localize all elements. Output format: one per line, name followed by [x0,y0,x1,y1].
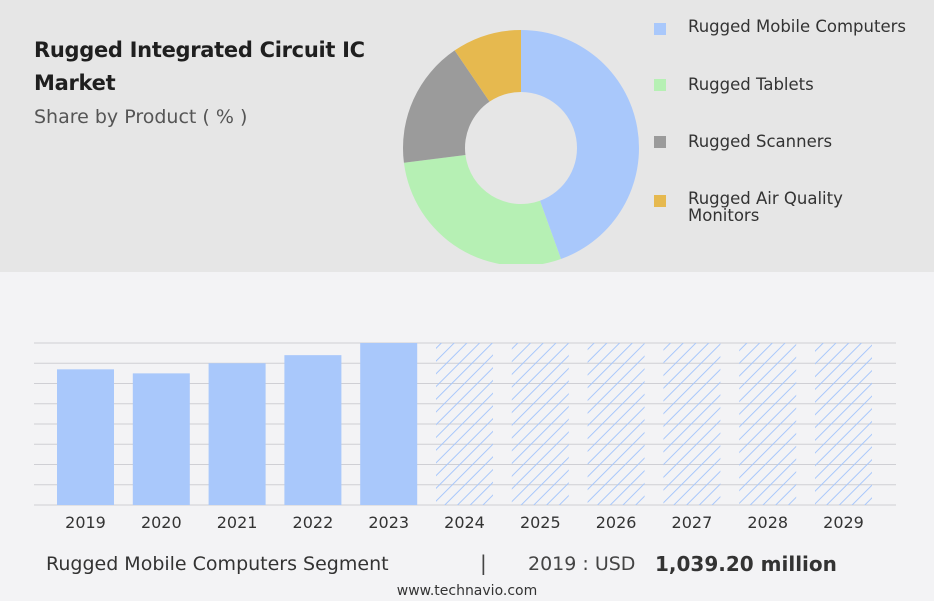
chart-title: Rugged Integrated Circuit IC Market [34,38,365,95]
x-tick-label: 2027 [672,513,713,532]
x-tick-label: 2022 [293,513,334,532]
legend-swatch [654,79,666,91]
x-tick-label: 2026 [596,513,637,532]
bar-forecast-2027[interactable] [663,343,721,505]
x-tick-label: 2024 [444,513,485,532]
x-tick-label: 2029 [823,513,864,532]
legend-swatch [654,195,666,207]
donut-slice-4[interactable] [454,30,521,102]
bar-2022[interactable] [284,355,342,505]
bar-2020[interactable] [132,373,190,505]
bar-2023[interactable] [360,343,418,505]
x-tick-label: 2020 [141,513,182,532]
footer-url[interactable]: www.technavio.com [396,583,538,599]
legend-swatch [654,136,666,148]
bar-forecast-2026[interactable] [587,343,645,505]
bar-chart: 2019 2020 2021 2022 2023 2024 2025 2026 2027 2028… [34,342,896,532]
bar-2021[interactable] [208,363,266,505]
footer-value: 1,039.20 million [655,552,837,576]
legend-label: Rugged Tablets [688,75,814,94]
footer-year-label: 2019 : USD [528,553,636,575]
donut-slice-2[interactable] [403,155,561,264]
x-tick-label: 2021 [217,513,258,532]
footer-separator: | [480,551,487,575]
donut-slice-3[interactable] [403,50,490,163]
x-tick-label: 2028 [747,513,788,532]
donut-chart [403,30,639,264]
chart-subtitle: Share by Product ( % ) [34,106,248,128]
footer-segment-label: Rugged Mobile Computers Segment [46,553,389,575]
x-tick-label: 2019 [65,513,106,532]
legend-label: Rugged Scanners [688,132,833,151]
bar-forecast-2029[interactable] [815,343,872,505]
bar-forecast-2025[interactable] [511,343,569,505]
bar-forecast-2024[interactable] [436,343,493,505]
x-tick-label: 2025 [520,513,561,532]
x-tick-label: 2023 [368,513,409,532]
bar-forecast-2028[interactable] [739,343,797,505]
legend-label: Rugged Air Quality Monitors [688,189,843,225]
legend-swatch [654,23,666,35]
legend-label: Rugged Mobile Computers [688,17,906,36]
bar-2019[interactable] [57,369,114,505]
donut-slice-1[interactable] [521,30,639,260]
